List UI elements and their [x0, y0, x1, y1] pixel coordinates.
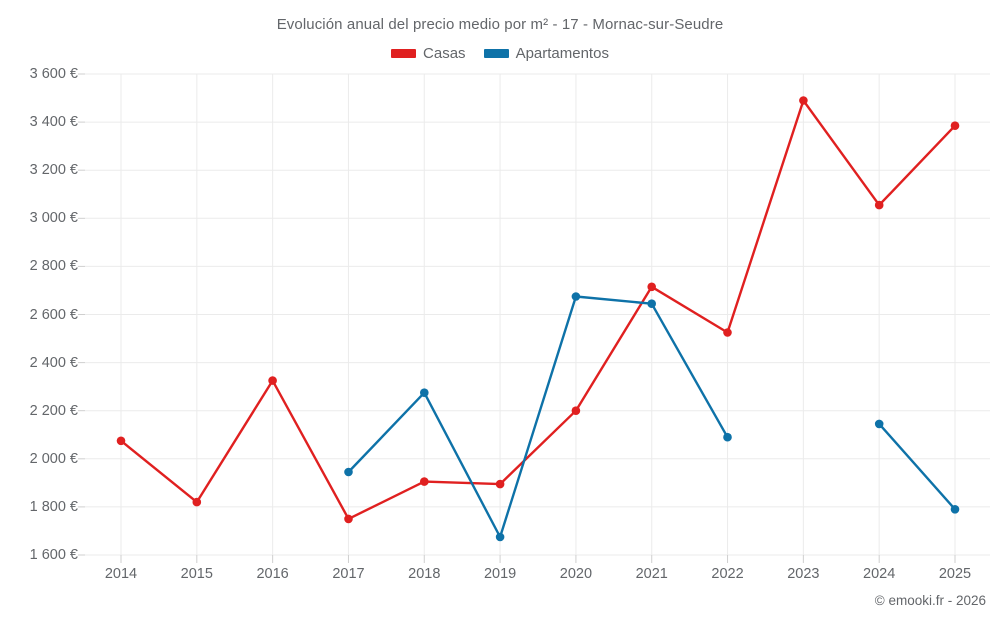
footer-credit: © emooki.fr - 2026: [874, 593, 986, 608]
x-axis-tick-label: 2017: [332, 566, 365, 582]
x-axis-tick-label: 2018: [408, 566, 441, 582]
legend-swatch-casas: [391, 49, 417, 58]
x-axis-tick-label: 2024: [863, 566, 896, 582]
x-axis-tick-label: 2020: [559, 566, 593, 582]
x-axis-tick-label: 2019: [483, 566, 517, 582]
data-point-casas-2023[interactable]: [799, 96, 808, 105]
data-point-casas-2025[interactable]: [950, 121, 960, 130]
data-point-casas-2017[interactable]: [344, 514, 353, 524]
x-axis-tick-label: 2025: [938, 566, 972, 582]
x-axis-tick-label: 2016: [256, 566, 289, 582]
data-point-casas-2016[interactable]: [268, 376, 277, 385]
data-point-apartamentos-2019[interactable]: [495, 532, 505, 542]
x-axis-tick-label: 2023: [787, 566, 820, 582]
y-axis-tick-label: 2 000 €: [29, 450, 78, 467]
data-point-casas-2022[interactable]: [723, 328, 732, 337]
data-point-apartamentos-2025[interactable]: [950, 505, 960, 514]
y-axis-tick-label: 1 800 €: [29, 498, 78, 515]
series-line-apartamentos: [347, 295, 729, 539]
data-point-apartamentos-2017[interactable]: [344, 467, 353, 477]
y-axis-tick-label: 2 600 €: [29, 306, 78, 323]
data-point-casas-2019[interactable]: [495, 479, 505, 489]
chart-legend: Casas Apartamentos: [0, 45, 1000, 62]
data-point-casas-2020[interactable]: [571, 406, 581, 416]
data-point-apartamentos-2024[interactable]: [874, 419, 884, 429]
y-axis-tick-label: 3 000 €: [29, 210, 78, 227]
y-axis-tick-label: 3 600 €: [29, 66, 78, 82]
y-axis-tick-label: 2 800 €: [29, 258, 78, 275]
data-point-apartamentos-2020[interactable]: [571, 292, 581, 301]
series-line-apartamentos: [878, 422, 957, 511]
chart-title: Evolución anual del precio medio por m² …: [276, 16, 724, 33]
legend-label-apartamentos: Apartamentos: [515, 45, 609, 62]
y-axis-tick-label: 1 600 €: [29, 547, 78, 563]
data-point-casas-2021[interactable]: [647, 282, 656, 292]
data-point-apartamentos-2022[interactable]: [723, 432, 732, 442]
legend-swatch-apartamentos: [483, 49, 509, 58]
data-point-casas-2014[interactable]: [116, 436, 126, 446]
data-point-casas-2015[interactable]: [192, 497, 202, 507]
y-axis-tick-label: 3 200 €: [29, 162, 78, 179]
data-point-casas-2024[interactable]: [874, 200, 884, 210]
legend-item-apartamentos[interactable]: Apartamentos: [483, 45, 609, 62]
series-line-casas: [119, 99, 957, 521]
data-point-casas-2018[interactable]: [420, 477, 429, 486]
legend-item-casas[interactable]: Casas: [391, 45, 466, 62]
x-axis-tick-label: 2021: [635, 566, 668, 582]
y-axis-tick-label: 3 400 €: [29, 114, 78, 131]
x-axis-tick-label: 2014: [104, 566, 138, 582]
x-axis-tick-label: 2015: [180, 566, 213, 582]
y-axis-tick-label: 2 200 €: [29, 402, 78, 419]
y-axis-tick-label: 2 400 €: [29, 354, 78, 371]
data-point-apartamentos-2018[interactable]: [420, 388, 429, 398]
x-axis-tick-label: 2022: [711, 566, 744, 582]
data-point-apartamentos-2021[interactable]: [647, 299, 656, 309]
legend-label-casas: Casas: [423, 45, 466, 62]
